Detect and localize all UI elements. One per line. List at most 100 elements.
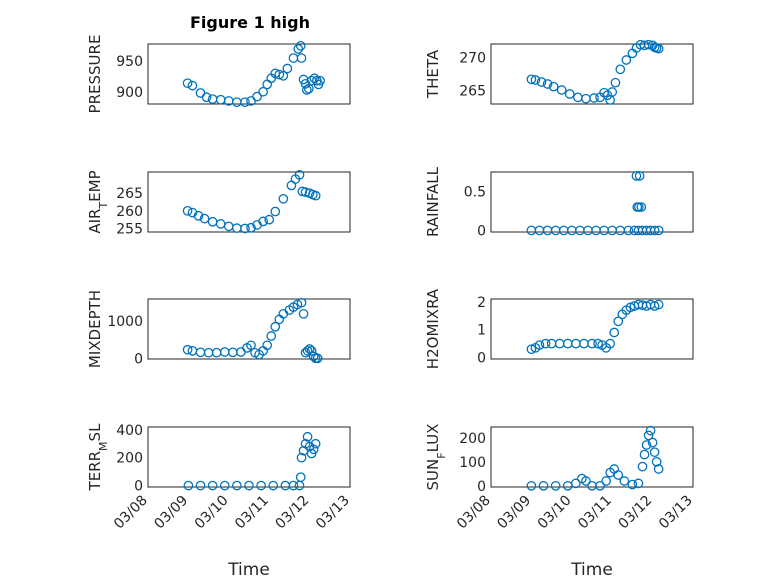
data-point (605, 338, 616, 349)
data-point (653, 299, 664, 310)
data-point (637, 461, 648, 472)
y-axis-label: PRESSURE (86, 35, 104, 114)
y-tick-label: 0 (477, 479, 486, 495)
data-point (631, 171, 642, 181)
data-point (581, 476, 591, 486)
data-point (256, 480, 266, 491)
data-point (570, 478, 581, 489)
data-point (182, 205, 193, 216)
data-point (266, 331, 277, 341)
data-point (595, 480, 605, 491)
y-axis-label: THETA (424, 49, 442, 99)
data-point (536, 77, 547, 87)
data-point (258, 86, 268, 97)
data-point (619, 476, 630, 486)
data-point (301, 85, 312, 95)
y-tick-label: 1 (477, 323, 486, 339)
plot-frame (147, 43, 351, 105)
subplot-theta: 265 270 THETA (424, 39, 694, 105)
plot-frame (490, 298, 694, 360)
y-axis-label: H2OMIXRA (424, 288, 442, 369)
x-tick-label: 03/13 (656, 493, 696, 533)
data-point (270, 206, 281, 217)
y-tick-label: 0 (477, 223, 486, 239)
data-point (298, 308, 309, 319)
data-point (627, 479, 638, 490)
data-point (564, 89, 575, 99)
x-tick-label: 03/10 (192, 493, 232, 533)
data-point (593, 338, 603, 349)
data-point (306, 346, 317, 356)
data-point (653, 225, 664, 236)
x-tick-label: 03/12 (616, 493, 656, 533)
data-point (602, 90, 613, 101)
x-axis-label: Time (227, 560, 270, 580)
y-axis-label: TERRMSL (86, 423, 110, 492)
data-point (613, 470, 624, 480)
subplot-rainfall: 0 0.5 RAINFALL (424, 166, 694, 239)
data-point (639, 449, 650, 460)
data-point (610, 77, 621, 88)
y-axis-label: SUNFLUX (424, 424, 448, 491)
data-point (182, 344, 193, 355)
data-point (278, 70, 289, 81)
data-point (636, 202, 647, 212)
data-point (295, 472, 306, 483)
data-point (609, 327, 620, 338)
x-tick-label: 03/12 (273, 493, 313, 533)
data-point (651, 456, 662, 467)
data-point (534, 340, 545, 350)
data-point (540, 338, 551, 349)
plot-frame (490, 426, 694, 488)
data-point (193, 210, 204, 221)
x-tick-label: 03/08 (111, 493, 151, 533)
data-point (240, 97, 250, 108)
data-point (621, 55, 632, 65)
x-tick-label: 03/11 (232, 493, 272, 533)
y-tick-label: 200 (459, 431, 486, 447)
data-point (548, 81, 559, 92)
data-point (295, 40, 306, 51)
data-point (258, 216, 268, 227)
data-point (246, 222, 256, 233)
data-point (615, 64, 626, 75)
data-point (623, 225, 634, 236)
plot-frame (490, 171, 694, 233)
data-point (296, 452, 307, 463)
x-tick-label: 03/08 (454, 493, 494, 533)
data-point (526, 74, 537, 85)
y-tick-label: 400 (116, 423, 143, 439)
data-point (274, 69, 285, 80)
data-point (645, 425, 656, 436)
data-point (647, 437, 658, 448)
subplot-terr-msl: 03/08 03/09 03/10 03/11 03/12 03/13 0 200 400 TER… (86, 423, 353, 580)
data-point (312, 353, 323, 364)
data-point (293, 44, 304, 54)
data-point (550, 480, 561, 491)
x-tick-label: 03/09 (151, 493, 191, 533)
data-point (643, 39, 654, 50)
data-point (187, 80, 198, 91)
x-tick-label: 03/09 (494, 493, 534, 533)
data-point (589, 93, 599, 103)
data-point (641, 440, 652, 450)
subplot-h2omixra: 0 1 2 H2OMIXRA (424, 288, 694, 369)
data-point (183, 480, 194, 491)
data-point (195, 480, 206, 491)
data-point (296, 297, 307, 308)
y-tick-label: 2 (477, 295, 486, 311)
data-point (282, 63, 293, 74)
y-axis-label: MIXDEPTH (86, 290, 104, 368)
plot-frame (147, 171, 351, 233)
data-point (252, 91, 262, 102)
data-point (264, 214, 275, 225)
data-point (207, 480, 218, 491)
data-point (182, 78, 193, 89)
x-axis-label: Time (570, 560, 613, 580)
y-tick-label: 0.5 (464, 184, 486, 200)
y-tick-label: 255 (116, 221, 143, 237)
data-point (556, 85, 567, 95)
data-point (601, 476, 611, 486)
